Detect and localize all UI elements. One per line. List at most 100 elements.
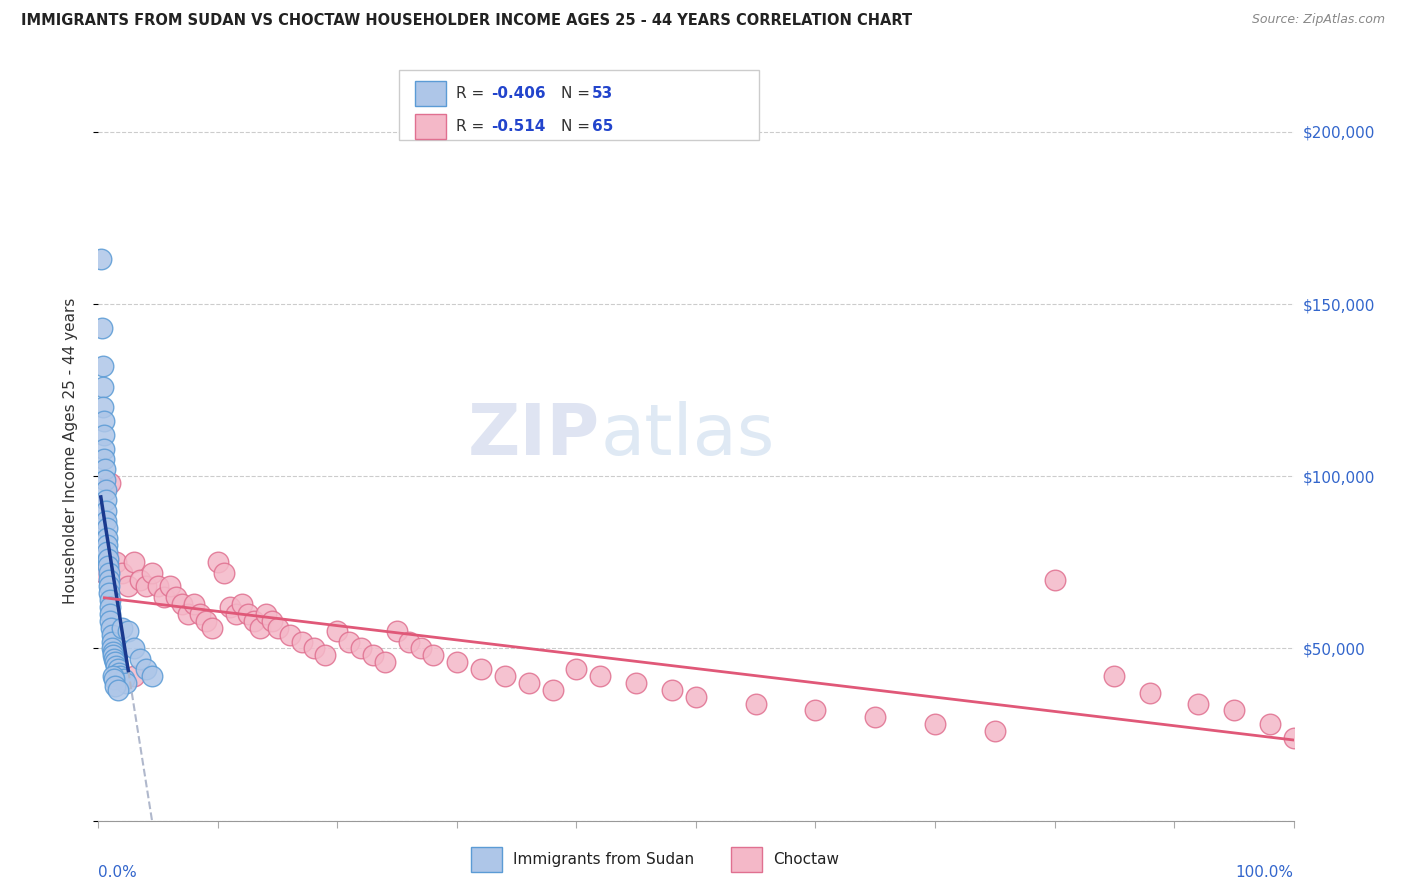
Text: -0.406: -0.406	[491, 87, 546, 101]
Point	[91, 401, 114, 415]
Point	[96, 514, 118, 528]
Point	[212, 566, 235, 580]
Point	[135, 662, 157, 676]
Point	[115, 676, 138, 690]
Point	[100, 628, 122, 642]
Point	[124, 641, 146, 656]
Point	[231, 597, 253, 611]
Point	[101, 669, 124, 683]
Point	[104, 655, 127, 669]
Point	[124, 555, 146, 569]
Point	[374, 655, 396, 669]
Point	[470, 662, 492, 676]
Point	[626, 676, 648, 690]
Point	[1104, 669, 1126, 683]
Point	[141, 566, 163, 580]
Point	[1223, 703, 1246, 717]
Point	[201, 621, 224, 635]
Point	[93, 566, 115, 580]
Point	[422, 648, 444, 663]
Point	[135, 579, 157, 593]
Point	[446, 655, 468, 669]
Point	[90, 252, 112, 267]
Point	[97, 552, 120, 566]
Point	[350, 641, 373, 656]
Point	[124, 669, 146, 683]
Point	[267, 621, 290, 635]
Point	[243, 614, 266, 628]
Point	[260, 614, 283, 628]
Point	[236, 607, 259, 621]
Point	[865, 710, 887, 724]
Text: atlas: atlas	[600, 401, 775, 470]
Point	[589, 669, 612, 683]
Point	[103, 673, 125, 687]
Point	[1187, 697, 1209, 711]
Point	[225, 607, 247, 621]
Point	[98, 476, 122, 491]
Text: Source: ZipAtlas.com: Source: ZipAtlas.com	[1251, 13, 1385, 27]
Point	[111, 621, 134, 635]
Text: IMMIGRANTS FROM SUDAN VS CHOCTAW HOUSEHOLDER INCOME AGES 25 - 44 YEARS CORRELATI: IMMIGRANTS FROM SUDAN VS CHOCTAW HOUSEHO…	[21, 13, 912, 29]
Point	[100, 634, 122, 648]
Point	[339, 634, 361, 648]
Point	[398, 634, 420, 648]
Point	[1139, 686, 1161, 700]
Point	[924, 717, 946, 731]
Point	[661, 682, 683, 697]
Point	[494, 669, 516, 683]
Point	[107, 665, 129, 680]
Point	[97, 566, 120, 580]
Point	[104, 679, 127, 693]
Point	[117, 624, 139, 639]
Point	[97, 558, 120, 573]
Point	[984, 724, 1007, 739]
Point	[195, 614, 218, 628]
Point	[165, 590, 187, 604]
Point	[141, 669, 163, 683]
Point	[385, 624, 409, 639]
Point	[112, 673, 135, 687]
Point	[1258, 717, 1281, 731]
Y-axis label: Householder Income Ages 25 - 44 years: Householder Income Ages 25 - 44 years	[63, 297, 77, 604]
Point	[91, 380, 114, 394]
Point	[291, 634, 314, 648]
Point	[91, 359, 114, 373]
Point	[103, 652, 125, 666]
Point	[93, 414, 115, 428]
Text: 53: 53	[592, 87, 613, 101]
Point	[97, 573, 120, 587]
Point	[105, 658, 128, 673]
Point	[159, 579, 181, 593]
Point	[1043, 573, 1066, 587]
Point	[100, 621, 122, 635]
Point	[94, 473, 117, 487]
Point	[153, 590, 176, 604]
Text: Immigrants from Sudan: Immigrants from Sudan	[513, 853, 695, 867]
Point	[103, 648, 125, 663]
Point	[804, 703, 827, 717]
Point	[302, 641, 325, 656]
Point	[363, 648, 385, 663]
Point	[129, 652, 152, 666]
Point	[91, 321, 114, 335]
Point	[94, 462, 117, 476]
Point	[98, 614, 122, 628]
Point	[101, 641, 124, 656]
Point	[93, 442, 115, 456]
Text: R =: R =	[456, 87, 489, 101]
Point	[1282, 731, 1305, 745]
Point	[745, 697, 768, 711]
Text: -0.514: -0.514	[491, 120, 546, 134]
Point	[96, 531, 118, 545]
Point	[278, 628, 301, 642]
Point	[172, 597, 194, 611]
Text: 65: 65	[592, 120, 613, 134]
Point	[93, 452, 115, 467]
Point	[94, 483, 117, 497]
Point	[93, 428, 115, 442]
Point	[207, 555, 229, 569]
Text: N =: N =	[561, 87, 595, 101]
Point	[411, 641, 433, 656]
Point	[177, 607, 200, 621]
